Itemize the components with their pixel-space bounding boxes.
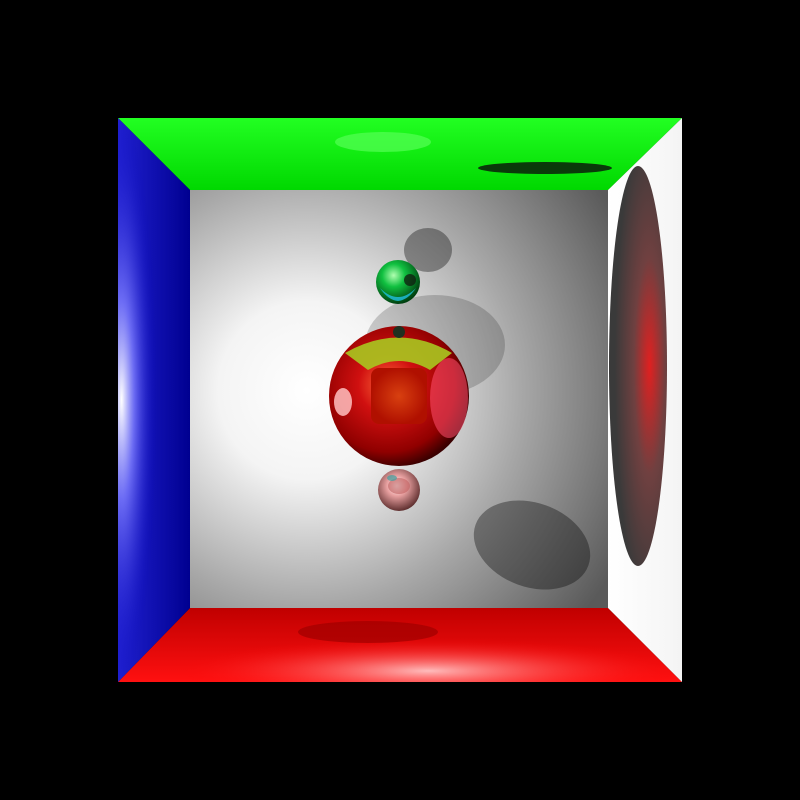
left-wall-highlight bbox=[118, 118, 190, 682]
floor-highlight bbox=[118, 608, 682, 682]
ceiling-green bbox=[118, 118, 682, 190]
small-green-sphere bbox=[376, 260, 420, 304]
floor-reflection bbox=[298, 621, 438, 643]
ceiling-reflection-dark bbox=[478, 162, 612, 174]
large-red-sphere bbox=[329, 326, 469, 466]
ceiling-reflection-light bbox=[335, 132, 431, 152]
shadow-lower-right bbox=[473, 500, 591, 590]
right-wall-reflection bbox=[609, 166, 667, 566]
small-pink-sphere bbox=[378, 469, 420, 511]
shadow-small-top bbox=[404, 228, 452, 272]
